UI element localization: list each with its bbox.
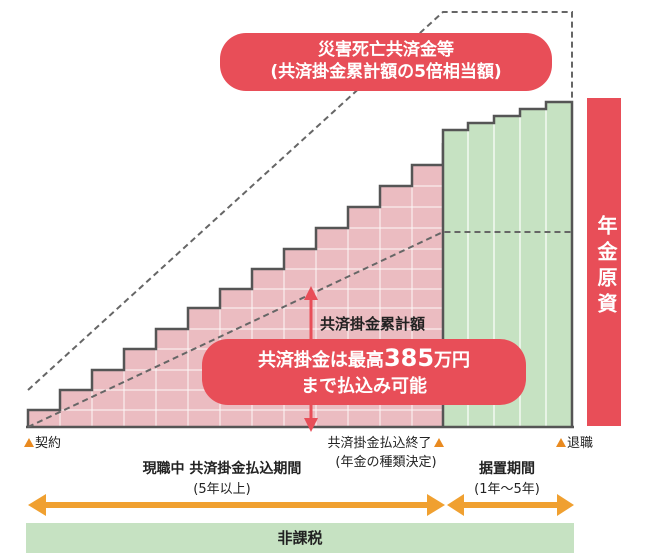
- contract-label: 契約: [35, 436, 62, 451]
- deferral-period-title: 据置期間: [479, 461, 535, 477]
- staircase-outline: [26, 143, 445, 427]
- tax-exempt-bar: 非課税: [26, 523, 574, 553]
- max-contribution-pre: 共済掛金は最高: [257, 350, 384, 371]
- max-contribution-amount: 385: [383, 344, 435, 372]
- retire-label: 退職: [567, 436, 594, 451]
- payment-end-label: 共済掛金払込終了: [327, 436, 432, 451]
- active-period-sub: (5年以上): [193, 482, 251, 497]
- triangle-marker-icon: [556, 438, 566, 447]
- max-contribution-line2: まで払込み可能: [301, 376, 427, 397]
- deferral-period-sub: (1年〜5年): [474, 482, 540, 497]
- pension-fund-label: 年金原資: [594, 215, 618, 319]
- deferral-period: 据置期間 (1年〜5年): [452, 458, 562, 497]
- contract-marker: 契約: [24, 432, 61, 451]
- max-contribution-line1: 共済掛金は最高385万円: [202, 345, 526, 374]
- active-period: 現職中 共済掛金払込期間 (5年以上): [92, 458, 352, 497]
- active-period-title: 現職中 共済掛金払込期間: [142, 461, 302, 477]
- max-contribution-unit: 万円: [434, 350, 471, 371]
- cumulative-label: 共済掛金累計額: [320, 315, 426, 333]
- pension-fund-bar: 年金原資: [587, 98, 621, 426]
- death-benefit-title: 災害死亡共済金等: [318, 40, 454, 60]
- period-arrows: [28, 494, 574, 516]
- max-contribution-pill: 共済掛金は最高385万円 まで払込み可能: [202, 339, 526, 405]
- death-benefit-pill: 災害死亡共済金等 (共済掛金累計額の5倍相当額): [220, 33, 552, 91]
- triangle-marker-icon: [24, 438, 34, 447]
- dashed-lines: [27, 11, 573, 428]
- deferral-outline: [441, 100, 574, 427]
- payment-end-marker: 共済掛金払込終了 (年金の種類決定): [322, 432, 450, 470]
- tax-exempt-label: 非課税: [277, 529, 323, 547]
- death-benefit-subtitle: (共済掛金累計額の5倍相当額): [270, 62, 502, 82]
- payment-end-sub: (年金の種類決定): [335, 455, 437, 470]
- retire-marker: 退職: [556, 432, 593, 451]
- triangle-marker-icon: [433, 438, 444, 447]
